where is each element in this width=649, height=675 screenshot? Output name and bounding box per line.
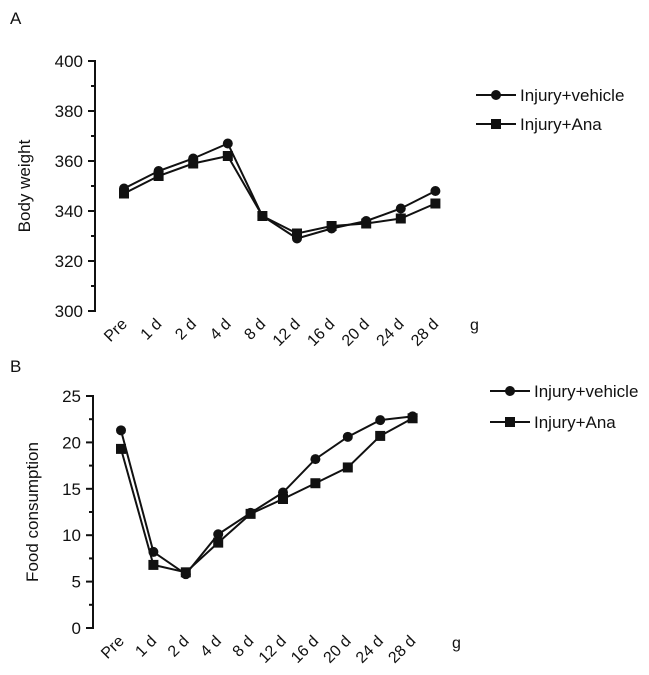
- x-tick-label: 2 d: [165, 633, 193, 661]
- x-tick-label: 12 d: [256, 633, 290, 667]
- x-tick-label: 1 d: [132, 633, 160, 661]
- x-tick-label: 4 d: [197, 633, 225, 661]
- legend-item: Injury+vehicle: [490, 382, 638, 401]
- legend-item: Injury+Ana: [476, 115, 602, 134]
- x-tick-label: 24 d: [353, 633, 387, 667]
- x-tick-label: 4 d: [207, 316, 235, 344]
- x-tick-label: Pre: [101, 316, 131, 346]
- legend-item: Injury+vehicle: [476, 86, 624, 105]
- x-tick-label: 2 d: [172, 316, 200, 344]
- data-point-square: [180, 567, 191, 578]
- x-tick-label: 28 d: [408, 316, 442, 350]
- panel-letter: A: [10, 9, 22, 28]
- y-tick-label: 0: [72, 619, 81, 638]
- y-axis-label: Food consumption: [23, 442, 42, 582]
- x-tick-label: 28 d: [385, 633, 419, 667]
- data-point-square: [278, 494, 288, 505]
- x-tick-label: 8 d: [230, 633, 258, 661]
- data-point-square: [148, 559, 159, 570]
- series-line: [123, 154, 436, 235]
- y-tick-label: 15: [62, 480, 81, 499]
- legend-marker-circle: [505, 386, 515, 396]
- x-tick-label: 24 d: [374, 316, 408, 350]
- data-point-square: [222, 151, 233, 161]
- series-line: [123, 142, 436, 240]
- y-tick-label: 10: [62, 526, 81, 545]
- x-axis-suffix: g: [470, 317, 479, 334]
- legend-marker-square: [505, 417, 515, 427]
- legend-item: Injury+Ana: [490, 413, 616, 432]
- x-axis-suffix: g: [452, 635, 461, 652]
- legend-marker-square: [491, 119, 501, 129]
- series-injury-ana: [116, 413, 418, 578]
- y-tick-label: 25: [62, 387, 81, 406]
- data-point-square: [245, 508, 256, 519]
- data-point-square: [407, 413, 418, 424]
- data-point-square: [257, 211, 268, 221]
- y-tick-label: 300: [55, 302, 83, 321]
- data-point-square: [430, 198, 441, 209]
- y-tick-label: 400: [55, 52, 83, 71]
- x-tick-label: 1 d: [138, 316, 166, 344]
- y-axis-label: Body weight: [15, 139, 34, 232]
- data-point-circle: [310, 454, 321, 465]
- data-point-square: [153, 171, 164, 181]
- data-point-circle: [375, 415, 386, 426]
- data-point-circle: [213, 529, 224, 540]
- series-injury-ana: [119, 151, 441, 239]
- data-point-square: [119, 188, 129, 199]
- x-tick-label: 16 d: [304, 316, 338, 350]
- legend-label: Injury+Ana: [520, 115, 602, 134]
- legend-label: Injury+Ana: [534, 413, 616, 432]
- x-tick-label: 16 d: [288, 633, 322, 667]
- x-tick-label: Pre: [98, 633, 128, 663]
- data-point-circle: [430, 186, 441, 196]
- legend-label: Injury+vehicle: [520, 86, 624, 105]
- series-line: [120, 415, 413, 576]
- data-point-square: [326, 221, 337, 231]
- y-tick-label: 20: [62, 433, 81, 452]
- data-point-square: [395, 213, 406, 224]
- data-point-circle: [222, 138, 233, 149]
- data-point-square: [188, 158, 199, 169]
- data-point-square: [310, 478, 321, 489]
- legend-label: Injury+vehicle: [534, 382, 638, 401]
- y-tick-label: 5: [72, 573, 81, 592]
- data-point-circle: [395, 203, 406, 214]
- panel-letter: B: [10, 357, 21, 376]
- x-tick-label: 8 d: [241, 316, 269, 344]
- data-point-square: [342, 462, 353, 473]
- x-tick-label: 20 d: [321, 633, 355, 667]
- data-point-circle: [116, 425, 126, 436]
- data-point-square: [361, 218, 372, 229]
- legend-marker-circle: [491, 90, 501, 100]
- series-line: [120, 417, 414, 574]
- y-tick-label: 340: [55, 202, 83, 221]
- series-injury-vehicle: [119, 138, 441, 244]
- data-point-square: [375, 430, 386, 441]
- data-point-circle: [342, 431, 353, 442]
- data-point-square: [116, 443, 126, 454]
- y-tick-label: 320: [55, 252, 83, 271]
- data-point-square: [213, 537, 224, 548]
- data-point-square: [292, 228, 302, 239]
- x-tick-label: 20 d: [339, 316, 373, 350]
- x-tick-label: 12 d: [270, 316, 304, 350]
- series-injury-vehicle: [116, 411, 418, 580]
- y-tick-label: 380: [55, 102, 83, 121]
- y-tick-label: 360: [55, 152, 83, 171]
